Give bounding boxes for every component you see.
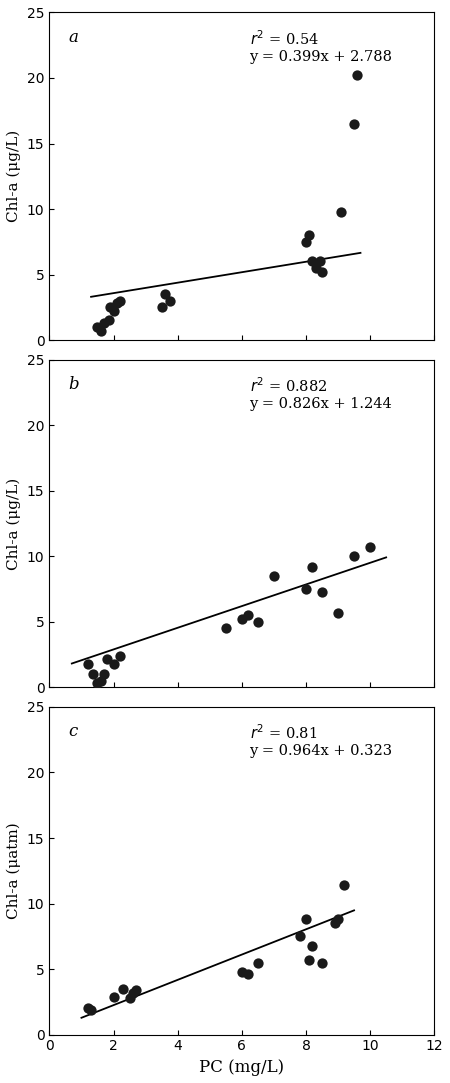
Point	[334, 911, 342, 928]
Point	[312, 260, 319, 277]
Point	[338, 203, 345, 220]
Y-axis label: Chl-a (μatm): Chl-a (μatm)	[7, 822, 21, 919]
Point	[97, 323, 104, 340]
Point	[302, 911, 310, 928]
Point	[222, 619, 230, 637]
Point	[84, 1000, 91, 1017]
Point	[245, 966, 252, 983]
Point	[319, 263, 326, 280]
Point	[84, 655, 91, 673]
Point	[132, 981, 140, 999]
Point	[319, 583, 326, 600]
Point	[254, 613, 261, 630]
Point	[100, 666, 108, 683]
Text: $r^2$ = 0.54
y = 0.399x + 2.788: $r^2$ = 0.54 y = 0.399x + 2.788	[249, 29, 392, 64]
Point	[366, 538, 373, 556]
Point	[302, 580, 310, 598]
Point	[158, 299, 165, 316]
Point	[113, 295, 120, 312]
Point	[245, 606, 252, 624]
Point	[306, 951, 313, 968]
Point	[94, 675, 101, 692]
Point	[100, 314, 108, 331]
Text: a: a	[68, 29, 78, 45]
Point	[309, 252, 316, 270]
Point	[270, 567, 278, 585]
Point	[105, 312, 112, 329]
Point	[309, 937, 316, 954]
Y-axis label: Chl-a (μg/L): Chl-a (μg/L)	[7, 130, 21, 222]
Point	[306, 226, 313, 244]
Point	[341, 876, 348, 893]
Point	[254, 954, 261, 971]
Point	[354, 67, 361, 84]
Point	[302, 233, 310, 250]
Text: $r^2$ = 0.882
y = 0.826x + 1.244: $r^2$ = 0.882 y = 0.826x + 1.244	[249, 376, 392, 410]
X-axis label: PC (mg/L): PC (mg/L)	[199, 1059, 284, 1077]
Point	[331, 914, 338, 931]
Point	[104, 650, 111, 667]
Point	[129, 984, 136, 1002]
Point	[94, 318, 101, 336]
Point	[166, 292, 173, 310]
Point	[110, 302, 117, 319]
Point	[161, 286, 168, 303]
Point	[238, 611, 245, 628]
Point	[110, 988, 117, 1005]
Point	[126, 989, 133, 1006]
Text: b: b	[68, 376, 79, 393]
Point	[120, 980, 127, 997]
Point	[107, 299, 114, 316]
Point	[309, 558, 316, 575]
Point	[317, 252, 324, 270]
Point	[319, 954, 326, 971]
Point	[117, 292, 124, 310]
Point	[97, 673, 104, 690]
Point	[238, 963, 245, 980]
Point	[351, 548, 358, 565]
Point	[110, 655, 117, 673]
Point	[351, 115, 358, 132]
Point	[87, 1001, 94, 1018]
Point	[117, 648, 124, 665]
Point	[296, 928, 303, 945]
Point	[89, 666, 96, 683]
Y-axis label: Chl-a (μg/L): Chl-a (μg/L)	[7, 478, 21, 570]
Text: $r^2$ = 0.81
y = 0.964x + 0.323: $r^2$ = 0.81 y = 0.964x + 0.323	[249, 723, 393, 758]
Text: c: c	[68, 723, 78, 741]
Point	[334, 604, 342, 622]
